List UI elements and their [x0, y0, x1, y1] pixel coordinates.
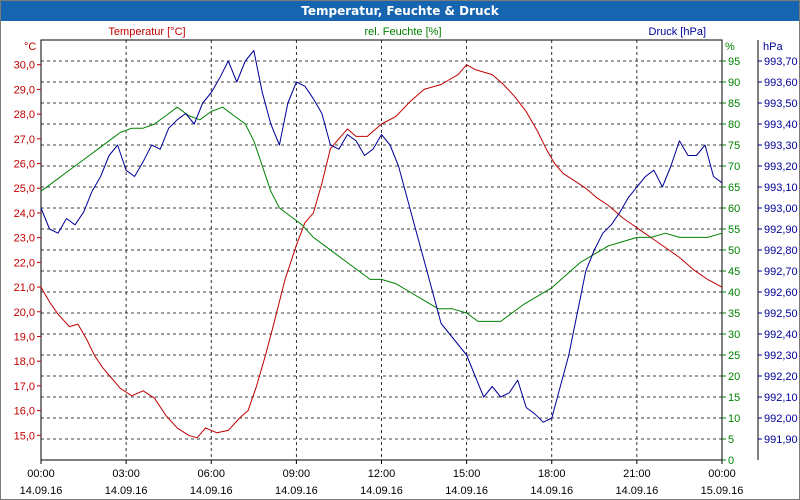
temperature-tick-label: 23,0: [14, 233, 35, 245]
temperature-axis-label: Temperatur [°C]: [108, 26, 185, 38]
temperature-tick-label: 18,0: [14, 356, 35, 368]
humidity-tick-label: 70: [728, 161, 740, 173]
humidity-tick-label: 50: [728, 245, 740, 257]
pressure-tick-label: 992,50: [764, 308, 798, 320]
x-tick-date-label: 14.09.16: [445, 485, 488, 497]
pressure-line: [40, 50, 723, 423]
pressure-tick-label: 991,90: [764, 434, 798, 446]
pressure-tick-label: 993,30: [764, 140, 798, 152]
x-tick-time-label: 18:00: [538, 468, 566, 480]
pressure-tick-label: 993,40: [764, 119, 798, 131]
temperature-tick-label: 17,0: [14, 381, 35, 393]
humidity-tick-label: 60: [728, 203, 740, 215]
pressure-axis-label: Druck [hPa]: [649, 26, 706, 38]
humidity-tick-label: 20: [728, 371, 740, 383]
humidity-tick-label: 55: [728, 224, 740, 236]
x-tick-time-label: 03:00: [112, 468, 140, 480]
humidity-tick-label: 95: [728, 56, 740, 68]
pressure-tick-label: 992,60: [764, 287, 798, 299]
temperature-tick-label: 30,0: [14, 60, 35, 72]
x-tick-time-label: 09:00: [283, 468, 311, 480]
pressure-tick-label: 993,00: [764, 203, 798, 215]
humidity-tick-label: 25: [728, 350, 740, 362]
chart-title: Temperatur, Feuchte & Druck: [1, 1, 799, 21]
x-tick-time-label: 00:00: [708, 468, 736, 480]
temperature-line: [40, 64, 723, 439]
pressure-tick-label: 992,70: [764, 266, 798, 278]
series: [40, 50, 723, 439]
pressure-tick-label: 992,20: [764, 371, 798, 383]
temperature-unit-label: °C: [24, 41, 36, 53]
humidity-tick-label: 85: [728, 98, 740, 110]
x-tick-date-label: 14.09.16: [20, 485, 63, 497]
humidity-tick-label: 80: [728, 119, 740, 131]
grid: [41, 40, 722, 460]
temperature-tick-label: 25,0: [14, 183, 35, 195]
humidity-tick-label: 65: [728, 182, 740, 194]
axes: [37, 39, 762, 464]
x-tick-time-label: 00:00: [27, 468, 55, 480]
humidity-tick-label: 35: [728, 308, 740, 320]
tick-labels: 15,0 16,0 17,0 18,0 19,0 20,0 21,0 22,0 23,0 24,0…: [14, 56, 798, 497]
humidity-unit-label: %: [725, 41, 735, 53]
humidity-tick-label: 5: [728, 434, 734, 446]
pressure-tick-label: 992,10: [764, 392, 798, 404]
x-tick-date-label: 14.09.16: [615, 485, 658, 497]
temperature-tick-label: 26,0: [14, 159, 35, 171]
temperature-tick-label: 20,0: [14, 307, 35, 319]
x-tick-date-label: 14.09.16: [105, 485, 148, 497]
pressure-tick-label: 992,90: [764, 224, 798, 236]
temperature-tick-label: 29,0: [14, 84, 35, 96]
x-tick-time-label: 06:00: [197, 468, 225, 480]
x-tick-date-label: 14.09.16: [360, 485, 403, 497]
pressure-tick-label: 993,60: [764, 77, 798, 89]
x-tick-time-label: 15:00: [453, 468, 481, 480]
temperature-tick-label: 16,0: [14, 406, 35, 418]
humidity-line: [40, 106, 723, 322]
temperature-tick-label: 22,0: [14, 257, 35, 269]
temperature-tick-label: 27,0: [14, 134, 35, 146]
humidity-tick-label: 15: [728, 392, 740, 404]
x-tick-time-label: 12:00: [368, 468, 396, 480]
pressure-tick-label: 992,30: [764, 350, 798, 362]
pressure-tick-label: 992,40: [764, 329, 798, 341]
pressure-tick-label: 993,70: [764, 56, 798, 68]
humidity-tick-label: 40: [728, 287, 740, 299]
x-tick-date-label: 14.09.16: [190, 485, 233, 497]
pressure-unit-label: hPa: [763, 41, 783, 53]
x-tick-date-label: 15.09.16: [701, 485, 744, 497]
humidity-tick-label: 10: [728, 413, 740, 425]
temperature-tick-label: 24,0: [14, 208, 35, 220]
x-tick-date-label: 14.09.16: [275, 485, 318, 497]
humidity-tick-label: 0: [728, 455, 734, 467]
humidity-axis-label: rel. Feuchte [%]: [364, 26, 441, 38]
pressure-tick-label: 993,50: [764, 98, 798, 110]
humidity-tick-label: 75: [728, 140, 740, 152]
humidity-tick-label: 90: [728, 77, 740, 89]
temperature-tick-label: 15,0: [14, 430, 35, 442]
x-tick-date-label: 14.09.16: [530, 485, 573, 497]
temperature-tick-label: 28,0: [14, 109, 35, 121]
pressure-tick-label: 992,80: [764, 245, 798, 257]
x-tick-time-label: 21:00: [623, 468, 651, 480]
humidity-tick-label: 45: [728, 266, 740, 278]
pressure-tick-label: 993,20: [764, 161, 798, 173]
pressure-tick-label: 993,10: [764, 182, 798, 194]
temperature-tick-label: 21,0: [14, 282, 35, 294]
temperature-tick-label: 19,0: [14, 331, 35, 343]
humidity-tick-label: 30: [728, 329, 740, 341]
pressure-tick-label: 992,00: [764, 413, 798, 425]
